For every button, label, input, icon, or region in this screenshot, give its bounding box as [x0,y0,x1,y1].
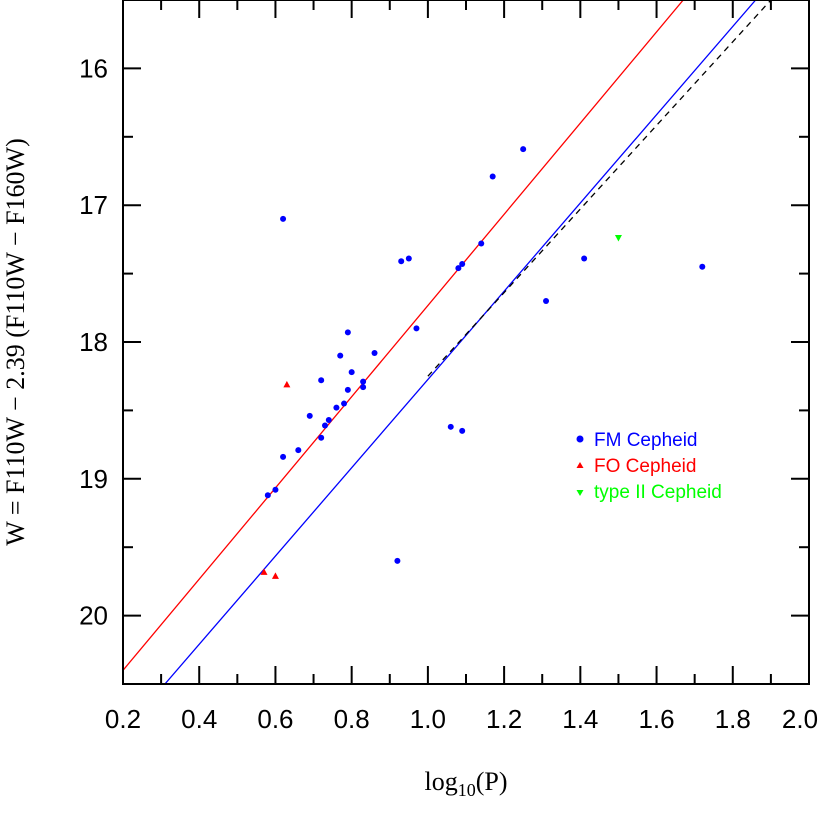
point-circle-19 [394,557,401,564]
y-tick-label: 20 [79,601,108,631]
point-circle-1 [272,486,279,493]
fit-line-1 [164,0,757,684]
y-tick-label: 16 [79,53,108,83]
point-circle-31 [581,255,588,262]
legend-marker-fm [576,435,584,443]
point-circle-20 [398,258,405,265]
point-circle-8 [321,422,328,429]
point-circle-13 [344,329,351,336]
point-circle-10 [333,404,340,411]
point-circle-29 [520,146,527,153]
point-circle-6 [318,377,325,384]
point-circle-32 [699,263,706,270]
x-tick-labels: 0.2 0.4 0.6 0.8 1.0 1.2 1.4 1.6 1.8 2.0 [105,704,818,734]
legend-marker-type2 [576,490,584,496]
point-circle-27 [478,240,485,247]
x-tick-label: 1.2 [486,704,522,734]
fit-line-0 [123,0,684,671]
x-tick-label: 0.4 [181,704,217,734]
x-axis-title: log10(P) [424,767,507,800]
x-tick-label: 1.0 [410,704,446,734]
y-axis-title: W = F110W − 2.39 (F110W − F160W) [1,138,30,546]
plot-frame [122,0,810,685]
y-tick-label: 17 [79,190,108,220]
point-circle-4 [295,447,302,454]
x-tick-label: 0.2 [105,704,141,734]
y-tick-label: 18 [79,327,108,357]
point-circle-21 [405,255,412,262]
point-circle-14 [344,386,351,393]
point-circle-23 [447,423,454,430]
x-axis-title-tail: (P) [476,767,508,796]
x-tick-label: 0.6 [257,704,293,734]
x-axis-title-subscript: 10 [458,780,476,800]
point-circle-0 [264,492,271,499]
point-circle-28 [489,173,496,180]
x-axis-title-main: log [424,767,457,796]
point-circle-17 [360,384,367,391]
x-tick-label: 1.8 [715,704,751,734]
legend-label-fo: FO Cepheid [594,456,696,477]
point-circle-18 [371,349,378,356]
legend-label-fm: FM Cepheid [594,430,698,451]
point-triangle-up-2 [283,380,291,388]
point-circle-7 [318,434,325,441]
point-circle-22 [413,325,420,332]
point-triangle-up-0 [260,568,268,575]
point-circle-11 [337,352,344,359]
point-circle-12 [341,400,348,407]
point-circle-26 [459,427,466,434]
legend: FM Cepheid FO Cepheid type II Cepheid [576,430,722,503]
legend-marker-fo [576,462,584,468]
point-circle-15 [348,369,355,376]
axis-ticks [122,0,810,685]
point-triangle-up-1 [271,572,279,579]
x-tick-label: 1.6 [638,704,674,734]
x-tick-label: 2.0 [782,704,818,734]
point-circle-30 [543,297,550,304]
point-circle-24 [455,265,462,272]
fit-line-2 [427,0,772,377]
legend-label-type2: type II Cepheid [594,482,722,503]
y-tick-labels: 16 17 18 19 20 [79,53,108,630]
point-circle-5 [306,412,313,419]
y-tick-label: 19 [79,464,108,494]
x-tick-label: 0.8 [334,704,370,734]
x-tick-label: 1.4 [562,704,598,734]
point-circle-9 [325,416,332,423]
point-circle-16 [360,378,367,385]
data-points [260,146,706,579]
point-circle-25 [459,261,466,268]
point-circle-2 [280,453,287,460]
point-triangle-down-0 [614,235,622,242]
fit-lines [123,0,772,684]
point-circle-3 [280,215,287,222]
